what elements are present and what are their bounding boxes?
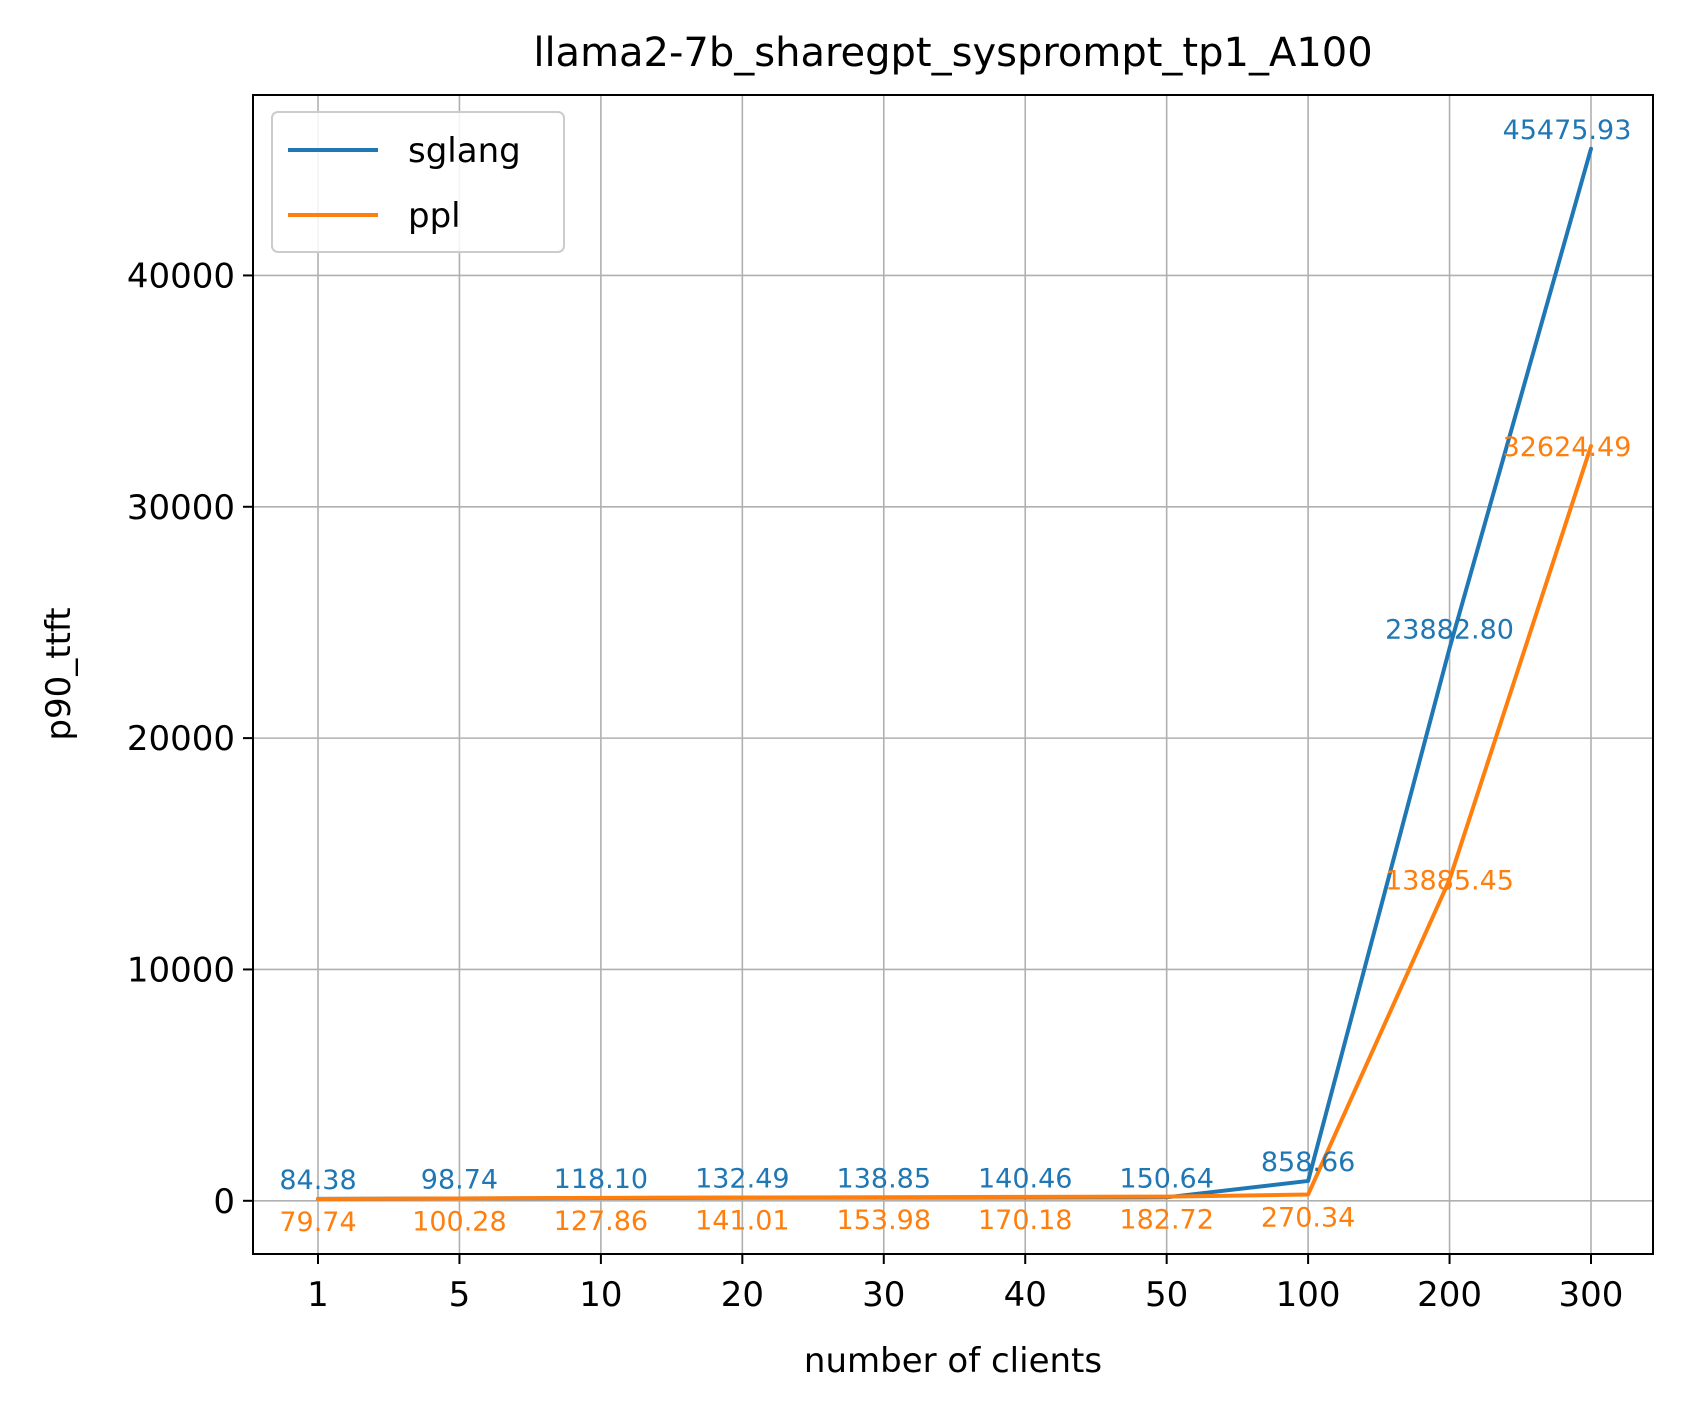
data-label-ppl: 127.86 [554, 1206, 648, 1237]
data-label-ppl: 79.74 [279, 1207, 356, 1238]
data-label-ppl: 100.28 [412, 1206, 506, 1237]
x-tick-label: 30 [862, 1275, 905, 1315]
y-tick-label: 10000 [127, 950, 235, 990]
data-labels: 84.38 98.74 118.10 132.49 138.85 140.46 150.64… [279, 115, 1631, 1238]
data-label-ppl: 32624.49 [1503, 432, 1632, 463]
data-label-sglang: 118.10 [554, 1164, 648, 1195]
chart-title: llama2-7b_sharegpt_sysprompt_tp1_A100 [533, 30, 1372, 76]
data-label-ppl: 141.01 [695, 1206, 789, 1237]
y-tick-label: 30000 [127, 488, 235, 528]
x-tick-label: 1 [307, 1275, 329, 1315]
axis-ticks: 1 5 10 20 30 40 50 100 200 300 0 10000 20000 30000 400… [127, 256, 1624, 1315]
legend: sglang ppl [271, 111, 565, 253]
data-label-sglang: 23882.80 [1385, 614, 1514, 645]
legend-label-ppl: ppl [408, 196, 461, 236]
series-lines [316, 146, 1593, 1201]
data-label-sglang: 98.74 [421, 1165, 498, 1196]
x-tick-label: 40 [1004, 1275, 1047, 1315]
grid-lines [253, 95, 1653, 1254]
data-label-ppl: 13885.45 [1385, 866, 1514, 897]
x-tick-label: 300 [1559, 1275, 1624, 1315]
data-label-sglang: 132.49 [695, 1164, 789, 1195]
series-line-ppl [316, 444, 1593, 1201]
y-axis-label: p90_ttft [39, 607, 79, 740]
x-tick-label: 20 [721, 1275, 764, 1315]
data-label-sglang: 150.64 [1119, 1163, 1213, 1194]
data-label-ppl: 170.18 [978, 1205, 1072, 1236]
legend-label-sglang: sglang [408, 131, 521, 171]
data-label-sglang: 858.66 [1261, 1147, 1355, 1178]
data-label-ppl: 153.98 [837, 1205, 931, 1236]
x-tick-label: 100 [1276, 1275, 1341, 1315]
data-label-ppl: 182.72 [1119, 1205, 1213, 1236]
y-tick-label: 20000 [127, 719, 235, 759]
data-label-sglang: 45475.93 [1503, 115, 1632, 146]
x-tick-label: 200 [1417, 1275, 1482, 1315]
y-tick-label: 0 [213, 1182, 235, 1222]
x-tick-label: 10 [579, 1275, 622, 1315]
y-tick-label: 40000 [127, 256, 235, 296]
plot-frame [252, 94, 1654, 1255]
x-tick-label: 5 [449, 1275, 471, 1315]
x-axis-label: number of clients [804, 1341, 1102, 1381]
x-tick-label: 50 [1145, 1275, 1188, 1315]
data-label-sglang: 84.38 [279, 1165, 356, 1196]
data-label-ppl: 270.34 [1261, 1203, 1355, 1234]
data-label-sglang: 138.85 [837, 1164, 931, 1195]
data-label-sglang: 140.46 [978, 1164, 1072, 1195]
